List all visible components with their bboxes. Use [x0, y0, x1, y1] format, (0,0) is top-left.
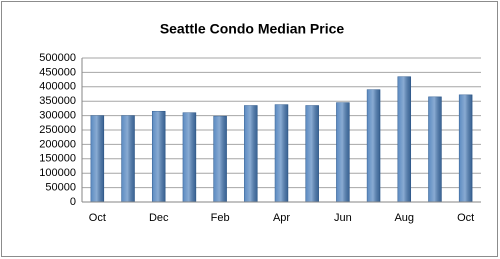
bar — [151, 110, 166, 203]
x-tick-label: Jun — [334, 212, 352, 224]
y-tick-label: 200000 — [39, 138, 76, 150]
x-tick-label: Oct — [89, 212, 106, 224]
bar — [397, 76, 412, 203]
x-tick-label: Dec — [149, 212, 169, 224]
y-tick-label: 300000 — [39, 110, 76, 122]
y-tick-label: 500000 — [39, 52, 76, 64]
bar — [121, 115, 135, 203]
chart-title: Seattle Condo Median Price — [160, 21, 345, 37]
bar — [182, 112, 197, 203]
bar — [458, 94, 473, 203]
y-tick-label: 250000 — [39, 124, 76, 136]
bar — [305, 105, 319, 203]
bar — [90, 115, 105, 203]
bar — [366, 89, 381, 203]
x-tick-label: Aug — [394, 212, 414, 224]
y-tick-label: 350000 — [39, 95, 76, 107]
x-tick-label: Feb — [211, 212, 230, 224]
y-tick-label: 0 — [70, 196, 76, 208]
y-tick-label: 150000 — [39, 153, 76, 165]
y-tick-label: 450000 — [39, 66, 76, 78]
bar — [213, 115, 227, 203]
x-tick-label: Oct — [457, 212, 474, 224]
x-tick-label: Apr — [273, 212, 290, 224]
y-tick-label: 100000 — [39, 167, 76, 179]
bar — [336, 102, 350, 203]
bar — [244, 105, 258, 203]
y-tick-label: 50000 — [45, 182, 76, 194]
bar — [274, 104, 289, 203]
bar — [428, 96, 442, 203]
y-tick-label: 400000 — [39, 81, 76, 93]
